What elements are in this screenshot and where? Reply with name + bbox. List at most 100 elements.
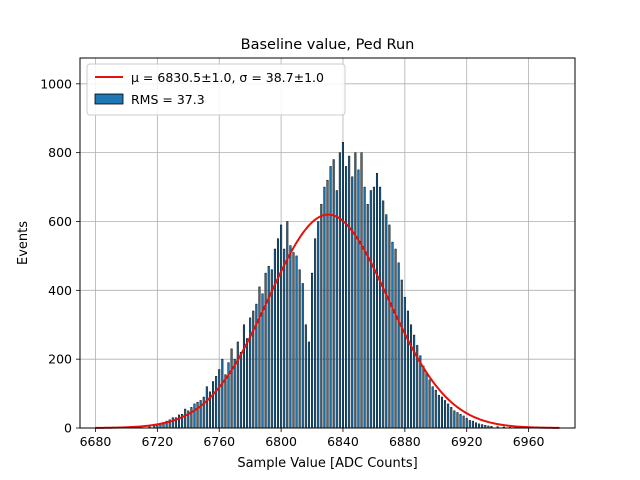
histogram-bar: [341, 142, 344, 429]
histogram-bar: [360, 152, 363, 429]
histogram-bar: [369, 190, 372, 429]
histogram-bar: [428, 379, 431, 429]
histogram-bar: [468, 420, 471, 429]
x-tick-label: 6920: [451, 434, 483, 449]
histogram-bar: [292, 252, 295, 429]
legend-fit-label: μ = 6830.5±1.0, σ = 38.7±1.0: [131, 70, 324, 85]
histogram-bar: [323, 186, 326, 429]
histogram-bar: [481, 424, 484, 429]
histogram-bar: [385, 214, 388, 429]
histogram-bar: [351, 176, 354, 429]
histogram-bar: [440, 396, 443, 429]
x-tick-label: 6960: [513, 434, 545, 449]
histogram-bar: [258, 286, 261, 429]
histogram-bar: [363, 186, 366, 429]
histogram-bar: [434, 389, 437, 429]
histogram-bar: [397, 262, 400, 429]
histogram-bar: [295, 255, 298, 429]
histogram-bar: [332, 159, 335, 429]
legend: μ = 6830.5±1.0, σ = 38.7±1.0 RMS = 37.3: [86, 63, 346, 116]
histogram-bar: [196, 401, 199, 429]
legend-histogram-swatch: [94, 93, 124, 105]
histogram-bar: [314, 238, 317, 429]
histogram-bar: [388, 224, 391, 429]
y-tick-label: 400: [48, 283, 72, 298]
gaussian-fit-curve: [95, 213, 560, 429]
histogram-bar: [348, 155, 351, 429]
histogram-bar: [419, 355, 422, 429]
histogram-bar: [474, 422, 478, 429]
histogram-bar: [357, 169, 360, 429]
x-axis-label: Sample Value [ADC Counts]: [237, 456, 417, 471]
histogram-bar: [329, 166, 332, 429]
histogram-bar: [177, 414, 181, 429]
histogram-bar: [236, 341, 239, 429]
histogram-bar: [422, 365, 425, 429]
histogram-bar: [307, 341, 310, 429]
histogram-bar: [224, 374, 227, 429]
histogram-bar: [450, 407, 453, 429]
chart-title: Baseline value, Ped Run: [241, 37, 415, 53]
histogram-bar: [267, 265, 270, 429]
histogram-bar: [298, 269, 301, 429]
histogram-bar: [447, 403, 450, 429]
histogram-bar: [221, 358, 224, 429]
histogram-bar: [311, 272, 314, 429]
histogram-bar: [317, 221, 320, 429]
histogram-bar: [425, 372, 428, 429]
y-tick-label: 1000: [40, 76, 72, 91]
histogram-bar: [184, 408, 187, 429]
x-tick-label: 6800: [265, 434, 297, 449]
histogram-bar: [215, 376, 218, 429]
histogram-bar: [456, 412, 459, 429]
y-axis-label: Events: [16, 221, 31, 265]
histogram-bar: [239, 352, 242, 429]
histogram-bar: [218, 369, 221, 429]
histogram-bar: [205, 386, 208, 429]
histogram-bar: [406, 310, 409, 429]
histogram-bar: [391, 241, 394, 429]
legend-histogram-label: RMS = 37.3: [131, 92, 205, 107]
histogram-bar: [459, 413, 462, 429]
histogram-bar: [242, 324, 245, 429]
y-tick-label: 600: [48, 214, 72, 229]
histogram-bar: [375, 173, 379, 429]
histogram-bar: [273, 248, 276, 429]
histogram-bar: [230, 348, 233, 429]
histogram-bar: [400, 279, 403, 429]
histogram-bar: [264, 272, 267, 429]
histogram-bar: [394, 248, 397, 429]
histogram-bar: [276, 238, 280, 429]
histogram-bar: [354, 152, 357, 429]
histogram-bar: [372, 186, 375, 429]
histogram-bar: [410, 324, 413, 429]
x-tick-label: 6880: [389, 434, 421, 449]
histogram-bar: [301, 283, 304, 429]
histogram-bar: [283, 248, 286, 429]
histogram-bar: [382, 200, 385, 429]
histogram-bar: [453, 410, 456, 429]
histogram-bar: [233, 358, 236, 429]
histogram-bar: [190, 407, 193, 429]
legend-box: [86, 63, 346, 116]
histogram-bar: [280, 224, 283, 429]
histogram-bar: [478, 423, 481, 429]
histogram-bar: [171, 417, 174, 429]
x-tick-label: 6840: [327, 434, 359, 449]
plot-frame: [79, 57, 576, 429]
legend-fit-mu: μ = 6830.5±1.0,: [131, 70, 239, 85]
histogram-bar: [193, 403, 196, 429]
y-axis-ticks: 0 200 400 600 800 1000: [40, 76, 80, 436]
x-axis-ticks: 6680 6720 6760 6800 6840 6880 6920 6960: [80, 428, 545, 449]
histogram-bar: [338, 152, 341, 429]
x-tick-label: 6760: [203, 434, 235, 449]
histogram-bar: [212, 381, 215, 429]
histogram-bar: [304, 324, 307, 429]
histogram-bar: [403, 296, 406, 429]
histogram-bar: [379, 186, 382, 429]
histogram-bar: [289, 245, 292, 429]
histogram-bar: [326, 179, 329, 429]
legend-fit-sigma: σ = 38.7±1.0: [239, 70, 324, 85]
x-tick-label: 6680: [80, 434, 112, 449]
